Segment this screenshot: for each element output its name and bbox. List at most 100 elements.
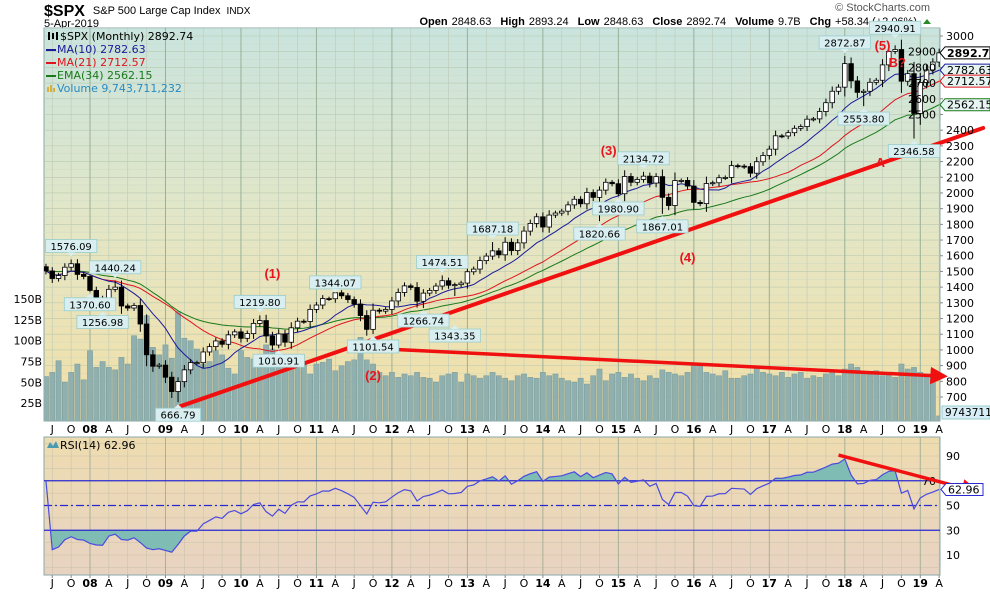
candle-down	[684, 180, 691, 187]
price-label-text: 666.79	[161, 411, 196, 422]
volume-bar	[345, 361, 351, 421]
candle-down	[590, 192, 596, 198]
price-label: 2872.87	[818, 35, 871, 53]
candle-up	[502, 241, 508, 256]
y-tick-label: 900	[946, 360, 967, 373]
volume-bar	[552, 373, 559, 421]
candle-up	[464, 271, 471, 284]
y-tick-label: 2200	[946, 156, 974, 169]
candle-up	[703, 183, 710, 205]
volume-bar	[225, 367, 232, 421]
volume-bar	[124, 363, 131, 421]
x-tick-label-top: J	[503, 423, 507, 436]
price-label: 1010.91	[252, 350, 305, 368]
x-tick-label: A	[558, 577, 566, 590]
candle-up	[785, 132, 791, 137]
x-tick-label: J	[578, 577, 582, 590]
quote-low-label: Low	[578, 16, 600, 28]
wave-labels: (1) (2) (3) (4) (5) A B?	[264, 38, 905, 383]
price-label-text: 2872.87	[824, 38, 865, 49]
x-tick-label-top: 16	[686, 423, 702, 436]
price-label-pointer	[86, 293, 94, 298]
last-ma10-tag-box	[939, 63, 990, 77]
candle-up	[798, 126, 804, 129]
y-tick-label: 1300	[946, 297, 974, 310]
x-tick-label-top: 11	[309, 423, 324, 436]
x-tick-label-top: J	[352, 423, 356, 436]
price-label-pointer	[67, 252, 76, 257]
candle-down	[263, 320, 269, 337]
candle-up	[772, 135, 779, 150]
y-tick-label: 2100	[946, 171, 974, 184]
price-label-pointer	[438, 268, 447, 273]
volume-bars	[44, 311, 940, 421]
x-tick-label-top: O	[369, 423, 378, 436]
candle-up	[533, 216, 540, 224]
candle-down	[659, 176, 666, 198]
copyright: © StockCharts.com	[835, 2, 930, 14]
candle-down	[364, 315, 370, 330]
candle-up	[559, 210, 565, 214]
quote-volume-label: Volume	[735, 16, 774, 28]
wave-label: (2)	[365, 368, 381, 383]
x-tick-label-top: J	[427, 423, 431, 436]
price-label: 1687.18	[466, 221, 519, 240]
volume-bar	[49, 372, 56, 421]
candle-down	[118, 286, 125, 307]
candlesticks	[44, 39, 940, 403]
candle-down	[577, 198, 584, 205]
price-label-pointer	[111, 273, 120, 278]
candle-down	[338, 292, 345, 297]
candle-down	[351, 299, 357, 305]
volume-tick-label: 150B	[13, 293, 42, 306]
rsi-last-value: 62.96	[948, 483, 980, 496]
candle-up	[401, 285, 408, 293]
price-label-pointer	[98, 311, 107, 316]
y-tick-label: 2700	[908, 77, 936, 90]
y-tick-label: 1200	[946, 313, 974, 326]
candle-down	[219, 340, 225, 345]
x-tick-label-top: O	[293, 423, 302, 436]
x-tick-label-top: 19	[913, 423, 928, 436]
volume-bar	[747, 373, 754, 421]
volume-bar	[93, 367, 100, 421]
x-tick-label-top: O	[671, 423, 680, 436]
candle-down	[414, 287, 420, 302]
candle-up	[867, 81, 873, 92]
price-label-text: 2346.58	[893, 147, 934, 158]
volume-bar	[709, 373, 716, 421]
candle-up	[225, 334, 232, 345]
candle-up	[917, 82, 923, 114]
volume-bar	[797, 372, 804, 421]
candle-up	[231, 331, 238, 336]
candle-up	[200, 351, 206, 364]
volume-bar	[338, 365, 345, 421]
legend-volume: Volume 9,743,711,232	[57, 82, 182, 95]
index-name: S&P 500 Large Cap Index	[93, 5, 221, 17]
x-tick-label: 10	[233, 577, 249, 590]
candle-down	[647, 175, 653, 184]
x-tick-label-top: J	[653, 423, 657, 436]
candle-down	[143, 323, 150, 356]
x-tick-label: J	[804, 577, 808, 590]
candle-up	[791, 127, 798, 134]
volume-bar	[414, 372, 420, 421]
rsi-tick-label: 90	[946, 450, 960, 463]
quote-bar: Open 2848.63 High 2893.24 Low 2848.63 Close 289…	[419, 16, 917, 28]
volume-bar	[584, 383, 590, 421]
candle-down	[691, 185, 697, 203]
volume-bar	[194, 348, 200, 421]
ma10-swatch	[46, 49, 56, 51]
volume-bar	[596, 368, 603, 421]
volume-bar	[923, 375, 930, 421]
x-tick-label-top: J	[880, 423, 884, 436]
x-tick-label-top: 09	[158, 423, 173, 436]
x-tick-label: J	[352, 577, 356, 590]
candle-up	[886, 50, 892, 66]
rsi-tick-label: 30	[946, 524, 960, 537]
candle-up	[62, 266, 68, 276]
candle-down	[697, 201, 703, 205]
candle-down	[665, 196, 672, 206]
candle-up	[716, 177, 722, 184]
volume-bar	[106, 367, 112, 421]
